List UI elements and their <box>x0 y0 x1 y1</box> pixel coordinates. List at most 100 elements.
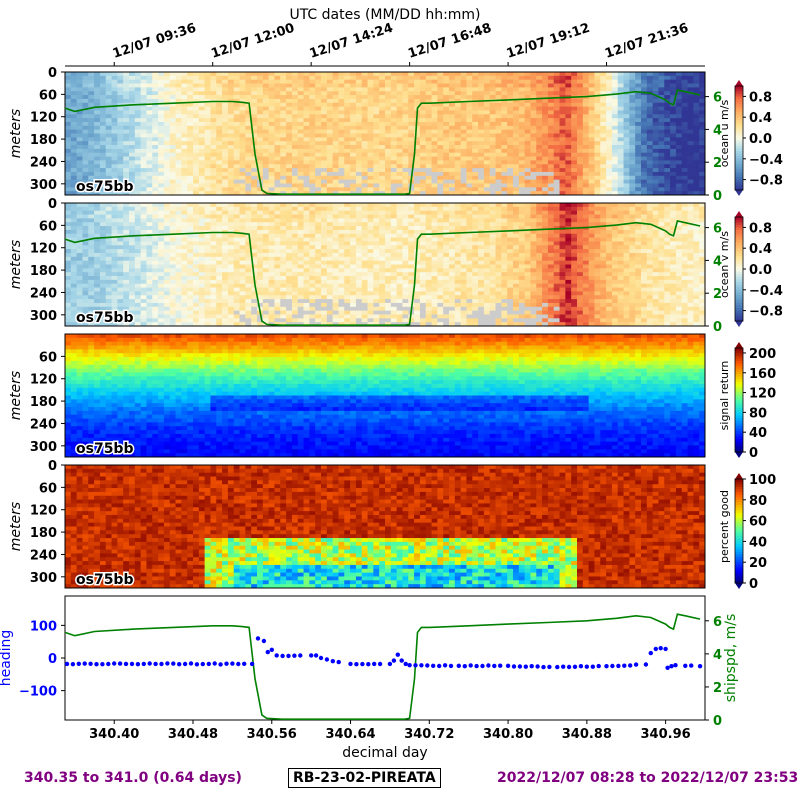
heatmap-cell <box>466 152 473 157</box>
right-tick-label: 4 <box>713 123 722 138</box>
heatmap-cell <box>379 156 386 161</box>
heatmap-cell <box>309 283 316 288</box>
heatmap-cell <box>565 98 572 104</box>
heatmap-cell <box>94 164 101 169</box>
heatmap-cell <box>99 133 107 138</box>
heatmap-cell <box>274 218 281 223</box>
heatmap-cell <box>216 175 223 181</box>
heatmap-cell <box>495 171 502 177</box>
heatmap-cell <box>76 160 83 165</box>
heatmap-cell <box>245 133 252 138</box>
heatmap-cell <box>379 106 386 111</box>
heatmap-cell <box>158 187 165 192</box>
colorbar-segment <box>735 104 743 108</box>
heatmap-cell <box>303 287 310 292</box>
heatmap-cell <box>664 168 671 173</box>
heatmap-cell <box>443 129 450 134</box>
heatmap-cell <box>408 95 415 100</box>
heatmap-cell <box>338 102 345 107</box>
heatmap-cell <box>577 98 584 104</box>
heatmap-cell <box>414 72 421 77</box>
heatmap-cell <box>582 145 590 150</box>
heatmap-cell <box>175 218 182 223</box>
heatmap-cell <box>466 110 473 115</box>
heatmap-cell <box>94 295 101 300</box>
heatmap-cell <box>129 245 136 250</box>
heatmap-cell <box>129 141 136 146</box>
heatmap-cell <box>577 171 584 177</box>
heatmap-cell <box>152 114 159 119</box>
heatmap-cell <box>379 114 386 119</box>
heatmap-cell <box>501 91 508 96</box>
heatmap-cell <box>611 156 619 161</box>
heatmap-cell <box>187 160 194 165</box>
heatmap-cell <box>449 145 456 150</box>
heatmap-cell <box>350 98 357 104</box>
heatmap-cell <box>94 306 101 312</box>
heatmap-cell <box>402 160 409 165</box>
heatmap-cell <box>606 141 613 146</box>
heatmap-cell <box>193 229 200 235</box>
heatmap-cell <box>326 141 334 146</box>
heatmap-cell <box>472 106 479 111</box>
heatmap-cell <box>350 102 357 107</box>
heatmap-cell <box>123 83 130 88</box>
heatmap-cell <box>291 272 299 277</box>
heatmap-cell <box>385 137 392 142</box>
heatmap-cell <box>571 152 578 157</box>
heatmap-cell <box>361 145 368 150</box>
heatmap-cell <box>169 110 176 115</box>
heatmap-cell <box>309 91 316 96</box>
colorbar-segment <box>735 125 743 129</box>
heatmap-cell <box>134 156 142 161</box>
heatmap-cell <box>431 145 438 150</box>
heatmap-cell <box>105 102 112 107</box>
heatmap-cell <box>169 164 176 169</box>
heatmap-cell <box>460 118 467 123</box>
heatmap-cell <box>99 156 107 161</box>
heatmap-cell <box>280 141 287 146</box>
heatmap-cell <box>501 179 508 184</box>
heatmap-cell <box>245 83 252 88</box>
colorbar-segment <box>735 127 743 131</box>
heatmap-cell <box>193 114 200 119</box>
heatmap-cell <box>594 91 601 96</box>
heatmap-cell <box>181 156 188 161</box>
heatmap-cell <box>291 183 299 188</box>
heatmap-cell <box>76 276 83 281</box>
heatmap-cell <box>524 137 531 142</box>
heatmap-cell <box>419 129 427 134</box>
heatmap-cell <box>198 291 206 296</box>
heatmap-cell <box>233 114 240 119</box>
heatmap-cell <box>82 306 89 312</box>
heatmap-cell <box>547 72 555 77</box>
heatmap-cell <box>123 241 130 246</box>
heatmap-cell <box>297 79 304 84</box>
heatmap-cell <box>454 148 462 154</box>
heatmap-cell <box>518 110 526 115</box>
heatmap-cell <box>140 287 147 292</box>
heatmap-cell <box>158 245 165 250</box>
heatmap-cell <box>239 171 246 177</box>
heatmap-cell <box>193 260 200 265</box>
heatmap-cell <box>134 175 142 181</box>
heatmap-cell <box>204 125 211 131</box>
heatmap-cell <box>169 87 176 92</box>
heatmap-cell <box>198 133 206 138</box>
heatmap-cell <box>181 95 188 100</box>
heatmap-cell <box>303 256 310 262</box>
heatmap-cell <box>70 87 78 92</box>
heatmap-cell <box>233 229 240 235</box>
heatmap-cell <box>443 102 450 107</box>
heatmap-cell <box>472 91 479 96</box>
heatmap-cell <box>105 287 112 292</box>
heatmap-cell <box>88 322 95 327</box>
heatmap-cell <box>489 110 496 115</box>
heatmap-cell <box>489 118 496 123</box>
heatmap-cell <box>76 237 83 242</box>
heatmap-cell <box>88 302 95 308</box>
heatmap-cell <box>88 87 95 92</box>
heatmap-cell <box>309 264 316 269</box>
heatmap-cell <box>582 91 590 96</box>
heatmap-cell <box>146 114 153 119</box>
